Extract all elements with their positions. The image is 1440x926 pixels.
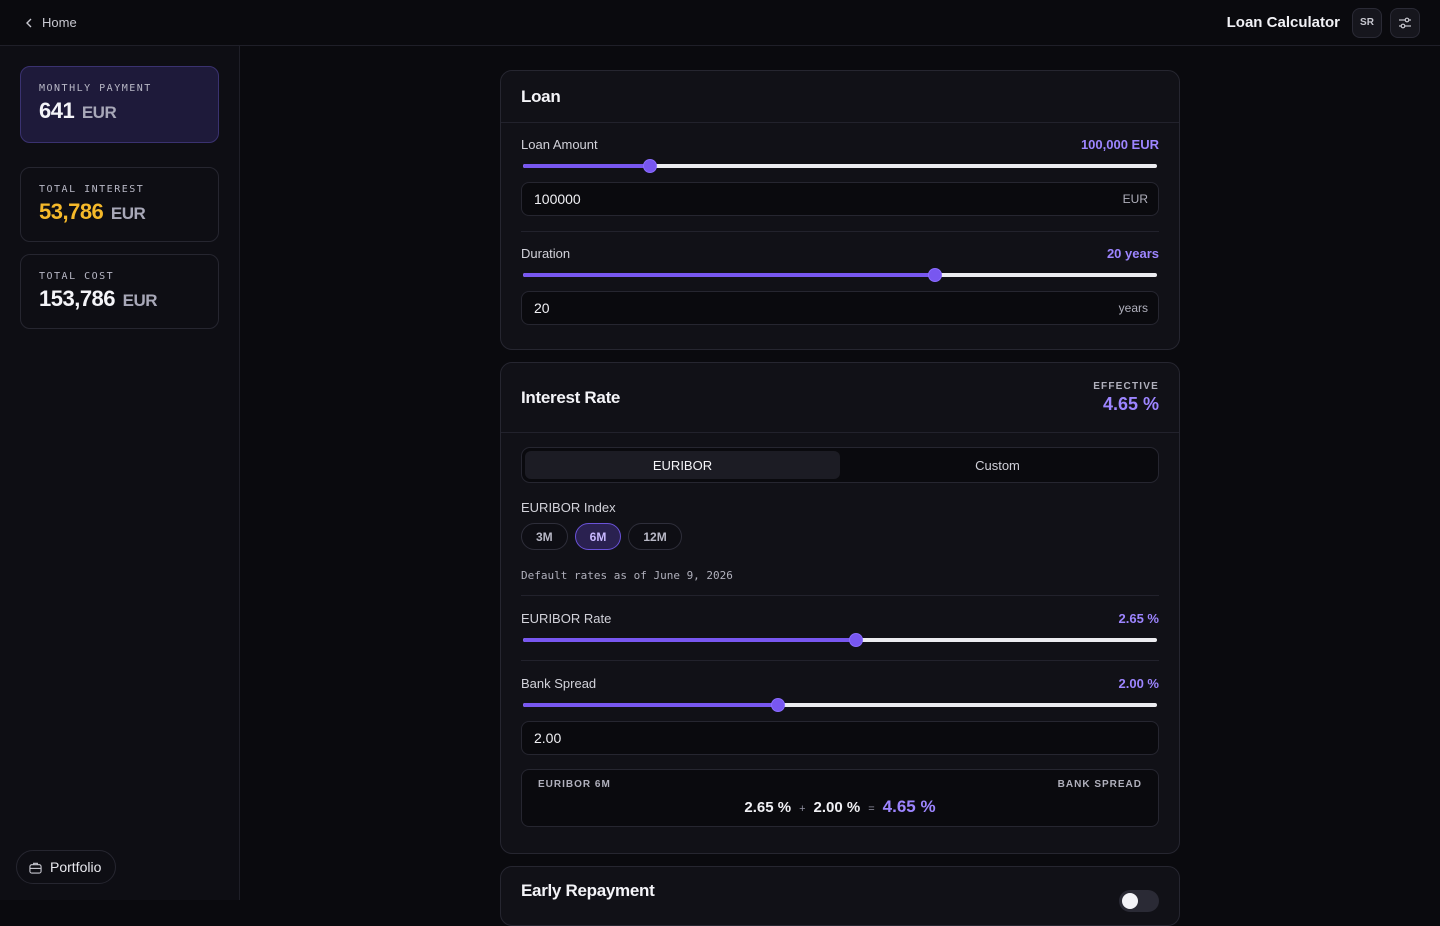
avatar-initials: SR bbox=[1360, 17, 1374, 28]
stat-value: 53,786 EUR bbox=[39, 199, 146, 224]
total-interest-card[interactable]: TOTAL INTEREST 53,786 EUR bbox=[20, 167, 219, 242]
effective-rate: EFFECTIVE 4.65 % bbox=[1093, 380, 1159, 414]
loan-card: Loan Loan Amount 100,000 EUR 100000 EUR … bbox=[500, 70, 1180, 350]
duration-input[interactable]: 20 years bbox=[521, 291, 1159, 325]
monthly-payment-card[interactable]: MONTHLY PAYMENT 641 EUR bbox=[20, 66, 219, 143]
tab-custom[interactable]: Custom bbox=[975, 457, 1020, 473]
input-suffix: years bbox=[1118, 301, 1148, 315]
stat-label: TOTAL COST bbox=[39, 271, 115, 282]
euribor-index-field: EURIBOR Index 3M 6M 12M Default rates as… bbox=[501, 483, 1179, 582]
rates-note: Default rates as of June 9, 2026 bbox=[521, 569, 733, 582]
bank-spread-input[interactable]: 2.00 bbox=[521, 721, 1159, 755]
rate-mode-tabs: EURIBOR Custom bbox=[521, 447, 1159, 483]
slider-thumb[interactable] bbox=[928, 268, 943, 282]
rate-formula: EURIBOR 6M BANK SPREAD 2.65 % + 2.00 % =… bbox=[521, 769, 1159, 827]
field-label: Loan Amount bbox=[521, 137, 598, 152]
index-3m-chip[interactable]: 3M bbox=[521, 523, 568, 550]
euribor-rate-slider[interactable] bbox=[523, 630, 1157, 650]
field-label: EURIBOR Rate bbox=[521, 611, 612, 626]
early-repayment-toggle[interactable] bbox=[1119, 890, 1159, 912]
duration-slider[interactable] bbox=[523, 265, 1157, 285]
slider-thumb[interactable] bbox=[848, 633, 863, 647]
field-value: 100,000 EUR bbox=[1080, 137, 1159, 152]
loan-amount-field: Loan Amount 100,000 EUR 100000 EUR bbox=[501, 123, 1179, 216]
slider-thumb[interactable] bbox=[770, 698, 785, 712]
card-title: Loan bbox=[521, 86, 561, 106]
formula-equation: 2.65 % + 2.00 % = 4.65 % bbox=[744, 797, 936, 816]
duration-field: Duration 20 years 20 years bbox=[501, 232, 1179, 325]
index-6m-chip[interactable]: 6M bbox=[574, 523, 622, 550]
home-label: Home bbox=[42, 15, 77, 30]
loan-amount-slider[interactable] bbox=[523, 156, 1157, 176]
card-title: Early Repayment bbox=[521, 881, 655, 900]
total-cost-card[interactable]: TOTAL COST 153,786 EUR bbox=[20, 254, 219, 329]
early-repayment-header: Early Repayment bbox=[501, 867, 1179, 915]
settings-button[interactable] bbox=[1390, 7, 1420, 38]
field-value: 20 years bbox=[1106, 246, 1159, 261]
input-suffix: EUR bbox=[1122, 192, 1148, 206]
interest-rate-card: Interest Rate EFFECTIVE 4.65 % EURIBOR C… bbox=[500, 362, 1180, 854]
stat-value: 641 EUR bbox=[39, 98, 117, 123]
stat-label: TOTAL INTEREST bbox=[39, 184, 145, 195]
stat-value: 153,786 EUR bbox=[39, 286, 158, 311]
stat-label: MONTHLY PAYMENT bbox=[39, 83, 152, 94]
formula-left-label: EURIBOR 6M bbox=[538, 779, 611, 790]
sidebar: MONTHLY PAYMENT 641 EUR TOTAL INTEREST 5… bbox=[0, 46, 240, 900]
field-label: Duration bbox=[521, 246, 571, 261]
briefcase-icon bbox=[29, 862, 42, 874]
bank-spread-slider[interactable] bbox=[523, 695, 1157, 715]
index-12m-chip[interactable]: 12M bbox=[628, 523, 682, 550]
loan-card-header: Loan bbox=[501, 71, 1179, 123]
field-label: Bank Spread bbox=[521, 676, 597, 691]
slider-thumb[interactable] bbox=[642, 159, 657, 173]
field-value: 2.65 % bbox=[1118, 611, 1159, 626]
top-bar: Home Loan Calculator SR bbox=[0, 0, 1440, 46]
chevron-left-icon bbox=[26, 18, 32, 27]
sliders-icon bbox=[1399, 17, 1411, 28]
early-repayment-card: Early Repayment bbox=[500, 866, 1180, 926]
interest-card-header: Interest Rate EFFECTIVE 4.65 % bbox=[501, 363, 1179, 433]
portfolio-button[interactable]: Portfolio bbox=[16, 850, 117, 884]
portfolio-label: Portfolio bbox=[50, 859, 102, 875]
tab-euribor[interactable]: EURIBOR bbox=[525, 451, 840, 479]
field-label: EURIBOR Index bbox=[521, 500, 616, 515]
app-title: Loan Calculator bbox=[1226, 14, 1340, 31]
home-link[interactable]: Home bbox=[24, 15, 77, 30]
user-avatar-button[interactable]: SR bbox=[1352, 7, 1382, 38]
field-value: 2.00 % bbox=[1118, 676, 1159, 691]
loan-amount-input[interactable]: 100000 EUR bbox=[521, 182, 1159, 216]
bank-spread-field: Bank Spread 2.00 % 2.00 bbox=[501, 661, 1179, 755]
formula-right-label: BANK SPREAD bbox=[1057, 779, 1142, 790]
euribor-rate-field: EURIBOR Rate 2.65 % bbox=[501, 596, 1179, 650]
card-title: Interest Rate bbox=[521, 387, 621, 407]
